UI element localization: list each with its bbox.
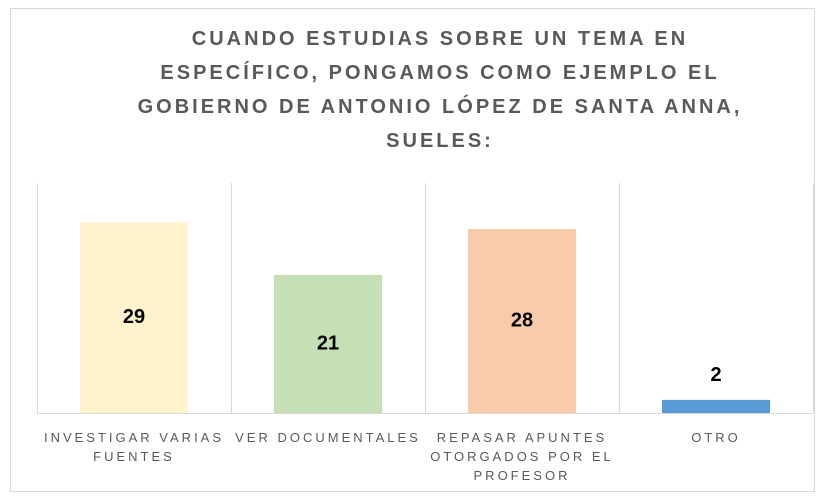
bar bbox=[662, 399, 770, 413]
x-tick-label: VER DOCUMENTALES bbox=[235, 430, 421, 445]
data-label: 29 bbox=[123, 306, 145, 328]
data-label: 28 bbox=[511, 309, 533, 331]
data-label: 21 bbox=[317, 332, 339, 354]
bar bbox=[468, 229, 576, 413]
bar bbox=[80, 222, 188, 413]
x-tick-label: OTRO bbox=[691, 430, 741, 445]
chart-title: CUANDO ESTUDIAS SOBRE UN TEMA EN ESPECÍF… bbox=[137, 28, 743, 152]
x-tick-label: REPASAR APUNTES OTORGADOS POR EL PROFESO… bbox=[430, 430, 614, 483]
bar bbox=[274, 275, 382, 413]
x-tick-label: INVESTIGAR VARIAS FUENTES bbox=[43, 430, 225, 464]
data-label: 2 bbox=[710, 364, 721, 386]
